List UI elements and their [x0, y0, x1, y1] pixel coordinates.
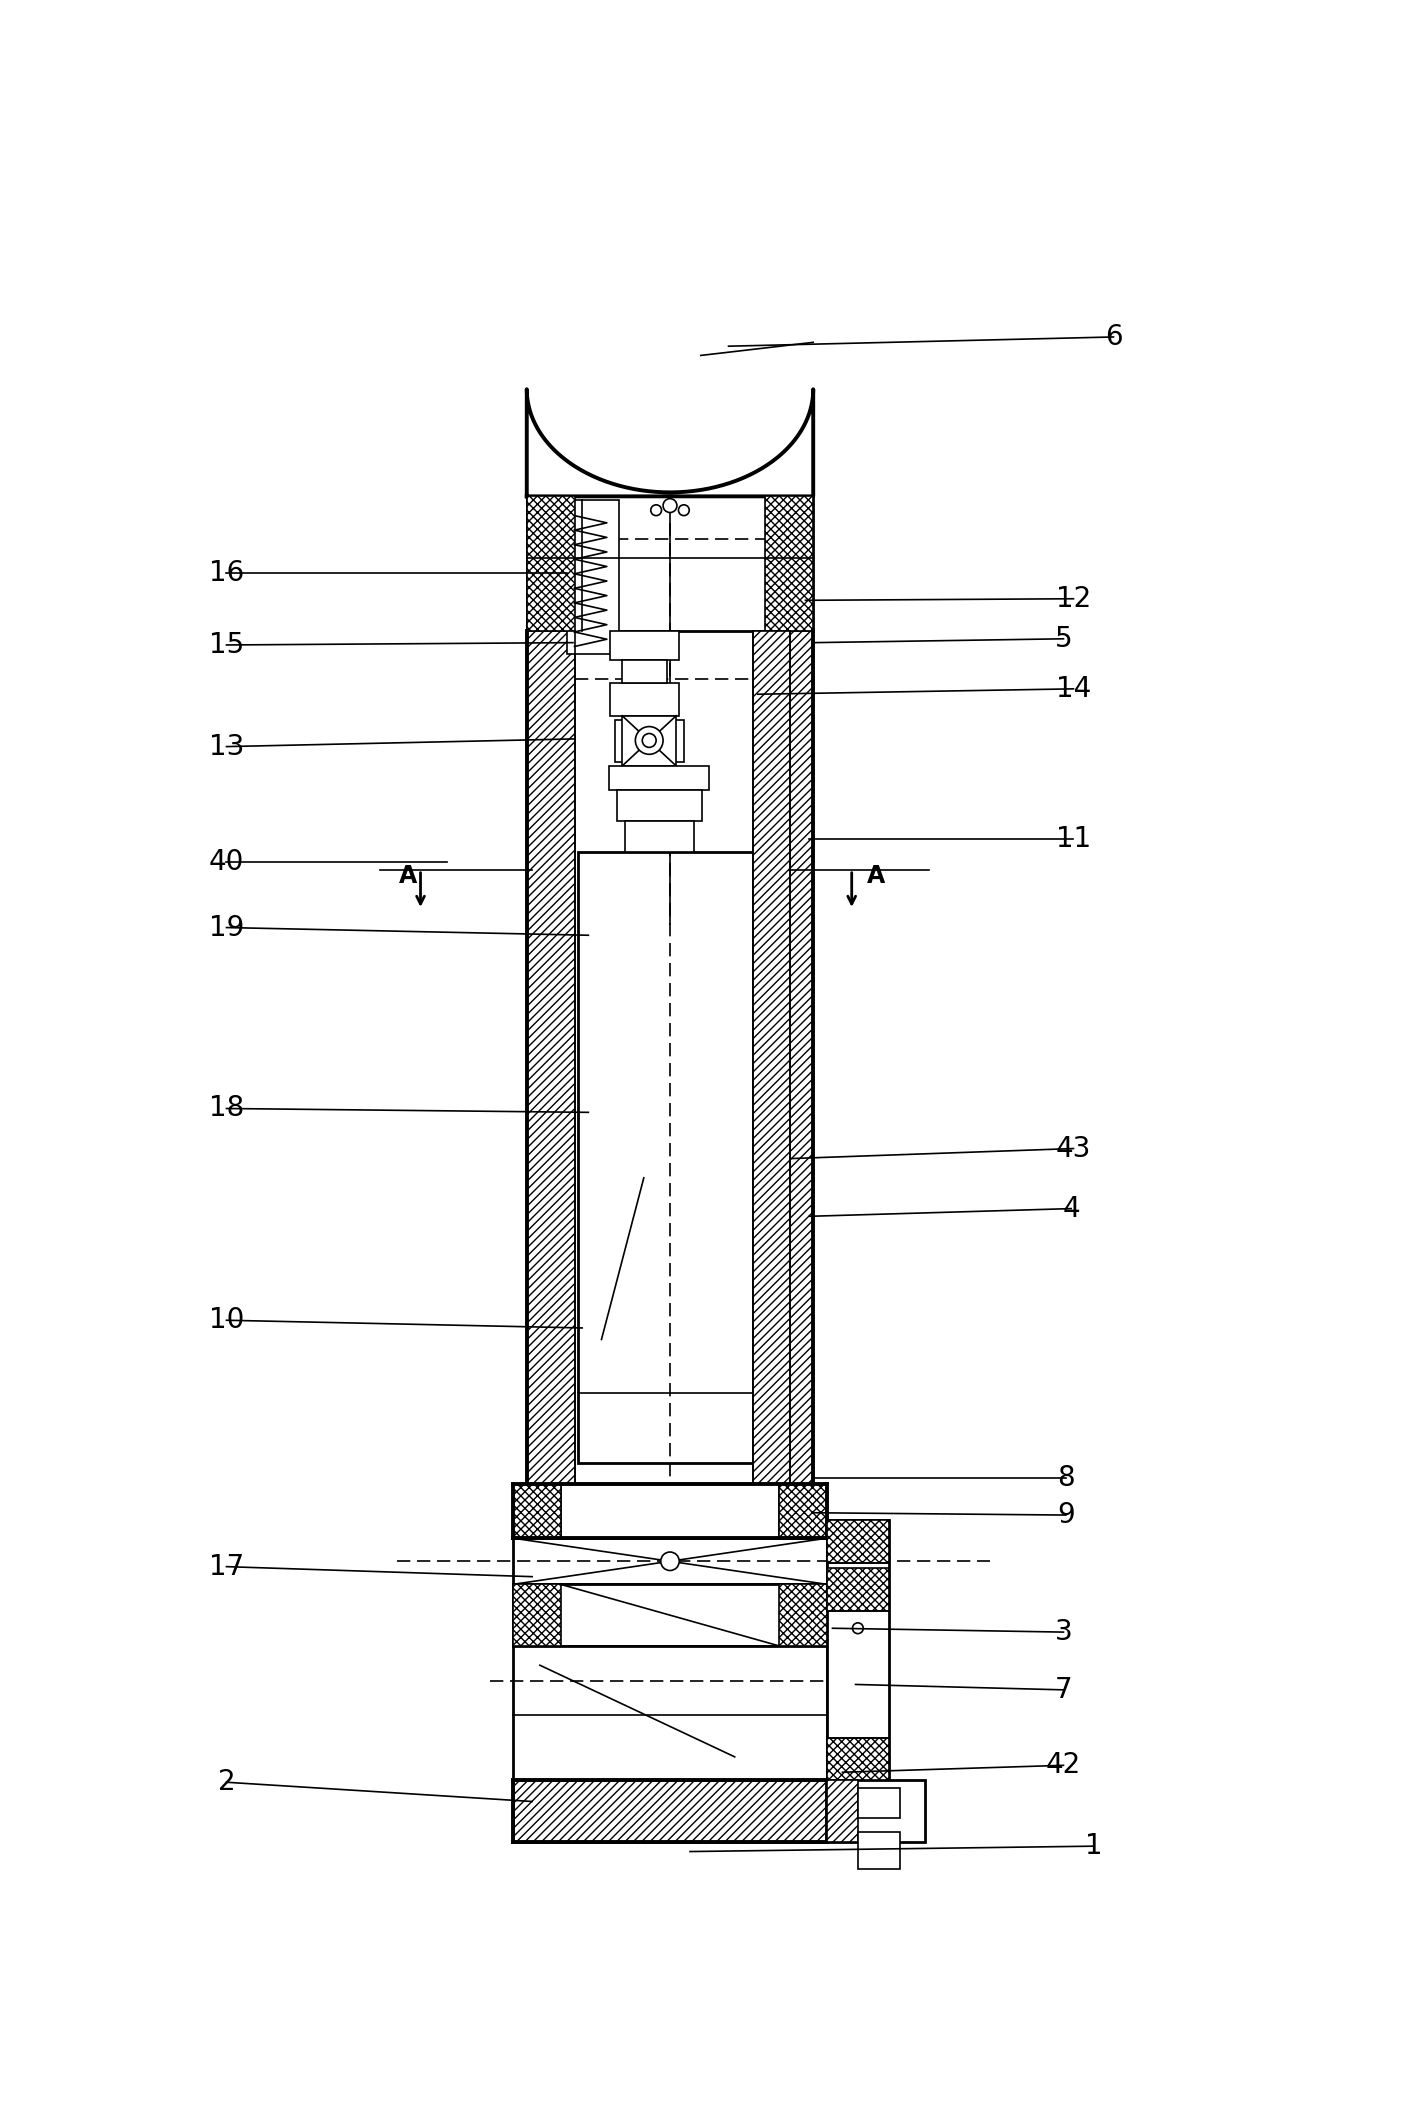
Text: 10: 10	[208, 1307, 244, 1335]
Text: 42: 42	[1045, 1751, 1081, 1779]
Bar	[827, 1781, 925, 1842]
Circle shape	[679, 505, 689, 516]
Bar	[513, 1781, 827, 1842]
Bar	[780, 1485, 827, 1538]
Polygon shape	[526, 389, 813, 497]
Circle shape	[660, 1552, 679, 1571]
Text: 6: 6	[1105, 324, 1122, 351]
Bar	[622, 715, 676, 766]
Bar	[858, 1787, 900, 1819]
Text: 9: 9	[1057, 1502, 1075, 1529]
Bar	[827, 1521, 888, 1563]
Bar	[753, 630, 790, 1485]
Bar	[827, 1521, 888, 1781]
Text: 2: 2	[218, 1768, 235, 1796]
Text: 14: 14	[1055, 675, 1091, 702]
Bar	[766, 630, 813, 1485]
Bar	[858, 1832, 900, 1870]
Text: 19: 19	[208, 914, 244, 941]
Bar	[513, 1584, 827, 1645]
Text: 3: 3	[1055, 1618, 1072, 1645]
Text: 5: 5	[1055, 624, 1072, 654]
Bar	[526, 630, 575, 1485]
Bar	[579, 852, 753, 1464]
Circle shape	[853, 1622, 863, 1633]
Text: 16: 16	[208, 558, 244, 588]
Text: 18: 18	[208, 1093, 244, 1123]
Bar	[560, 1485, 780, 1538]
Bar	[827, 1781, 858, 1842]
Bar	[610, 683, 679, 715]
Bar	[526, 497, 813, 630]
Text: 11: 11	[1055, 825, 1091, 852]
Bar	[513, 1584, 560, 1645]
Bar	[780, 1584, 827, 1645]
Circle shape	[642, 734, 656, 747]
Circle shape	[650, 505, 662, 516]
Text: 13: 13	[208, 732, 244, 761]
Bar	[615, 719, 684, 761]
Text: 15: 15	[208, 630, 244, 660]
Circle shape	[636, 728, 663, 755]
Text: 12: 12	[1055, 584, 1091, 613]
Circle shape	[663, 499, 677, 512]
Text: 1: 1	[1085, 1832, 1104, 1861]
Bar	[566, 501, 619, 654]
Bar	[617, 791, 702, 821]
Text: 7: 7	[1055, 1675, 1072, 1705]
Bar	[766, 497, 813, 630]
Text: 17: 17	[208, 1552, 244, 1580]
Bar	[625, 821, 694, 852]
Text: 40: 40	[208, 848, 244, 876]
Bar	[827, 1739, 888, 1781]
Bar	[513, 1645, 827, 1781]
Text: 8: 8	[1057, 1464, 1075, 1491]
Bar	[622, 660, 667, 683]
Bar	[609, 766, 709, 791]
Bar	[526, 497, 575, 630]
Bar	[827, 1567, 888, 1610]
Bar	[513, 1485, 560, 1538]
Text: A: A	[398, 863, 416, 888]
Bar	[610, 630, 679, 660]
Text: 43: 43	[1055, 1134, 1091, 1163]
Text: 4: 4	[1062, 1195, 1079, 1222]
Text: A: A	[867, 863, 886, 888]
Bar	[513, 1538, 827, 1584]
